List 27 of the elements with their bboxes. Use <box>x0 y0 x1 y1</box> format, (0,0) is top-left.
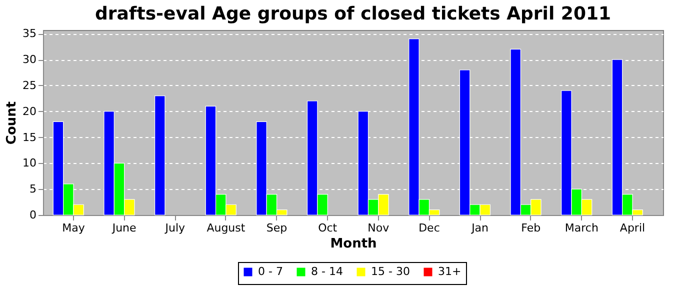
y-tick-label: 0 <box>30 208 36 222</box>
x-tick-label: March <box>564 222 598 234</box>
x-tick-label: Nov <box>368 222 390 234</box>
y-tick-label: 35 <box>22 27 36 40</box>
y-tick-label: 15 <box>22 130 36 144</box>
y-tick-label: 25 <box>22 78 36 92</box>
legend-label: 15 - 30 <box>371 265 410 278</box>
x-tick-label: Feb <box>521 222 541 234</box>
x-tick-label: July <box>164 222 186 234</box>
x-tick-label: Sep <box>266 222 288 234</box>
y-axis-title: Count <box>4 101 20 145</box>
x-tick-label: April <box>620 222 646 234</box>
y-tick-label: 5 <box>30 182 36 196</box>
y-tick-label: 20 <box>22 104 36 118</box>
legend-label: 8 - 14 <box>311 265 343 278</box>
x-tick-label: August <box>206 222 246 234</box>
y-tick-label: 30 <box>22 53 36 66</box>
legend-label: 31+ <box>438 265 462 278</box>
chart-title: drafts-eval Age groups of closed tickets April 2011 <box>94 4 612 25</box>
x-tick-label: Oct <box>318 222 338 234</box>
x-axis-title: Month <box>330 236 377 252</box>
y-tick-label: 10 <box>22 156 36 170</box>
legend-label: 0 - 7 <box>258 265 283 278</box>
x-tick-label: June <box>111 222 137 234</box>
x-tick-label: Jan <box>470 222 489 234</box>
x-tick-label: May <box>62 222 86 234</box>
x-tick-label: Dec <box>418 222 440 234</box>
